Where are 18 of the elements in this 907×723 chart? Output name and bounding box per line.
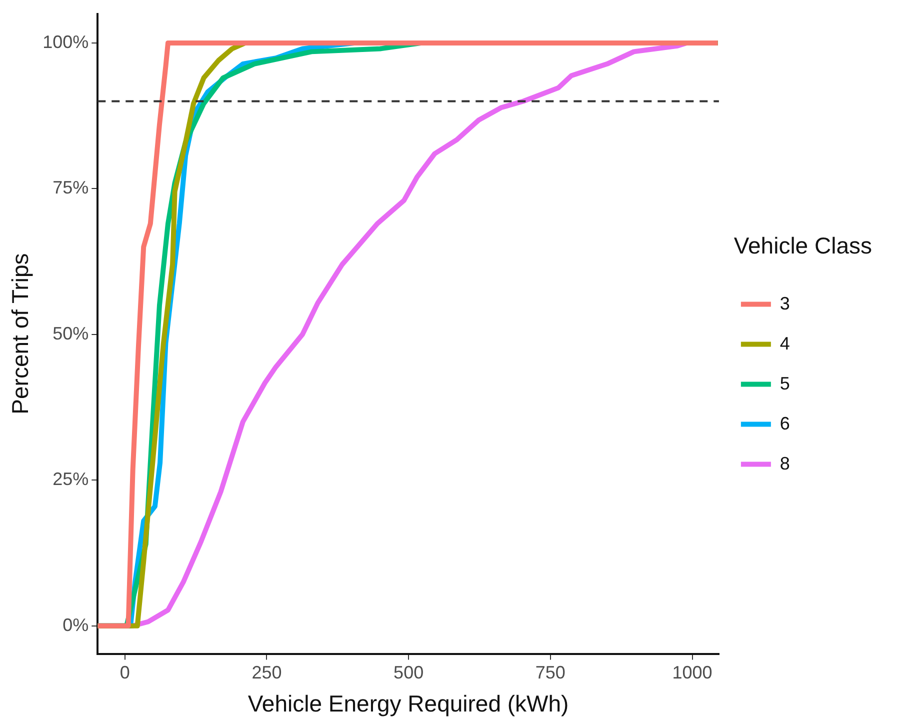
y-tick-label: 25% [52, 469, 89, 490]
x-tick-label: 750 [535, 662, 566, 683]
x-axis-title: Vehicle Energy Required (kWh) [248, 690, 569, 717]
x-tick-label: 250 [252, 662, 282, 683]
legend-title: Vehicle Class [734, 232, 872, 259]
legend-label: 5 [780, 373, 790, 394]
legend-label: 3 [780, 293, 790, 314]
y-tick-label: 50% [52, 323, 89, 344]
y-tick-label: 100% [42, 32, 89, 52]
y-axis-title: Percent of Trips [7, 253, 34, 414]
y-tick-label: 0% [62, 614, 89, 635]
legend-label: 8 [780, 453, 790, 474]
legend-label: 6 [780, 413, 790, 434]
y-tick-label: 75% [52, 178, 89, 198]
x-tick-label: 1000 [672, 662, 712, 683]
x-tick-label: 0 [120, 662, 130, 683]
legend-label: 4 [780, 333, 790, 354]
x-tick-label: 500 [394, 662, 424, 683]
